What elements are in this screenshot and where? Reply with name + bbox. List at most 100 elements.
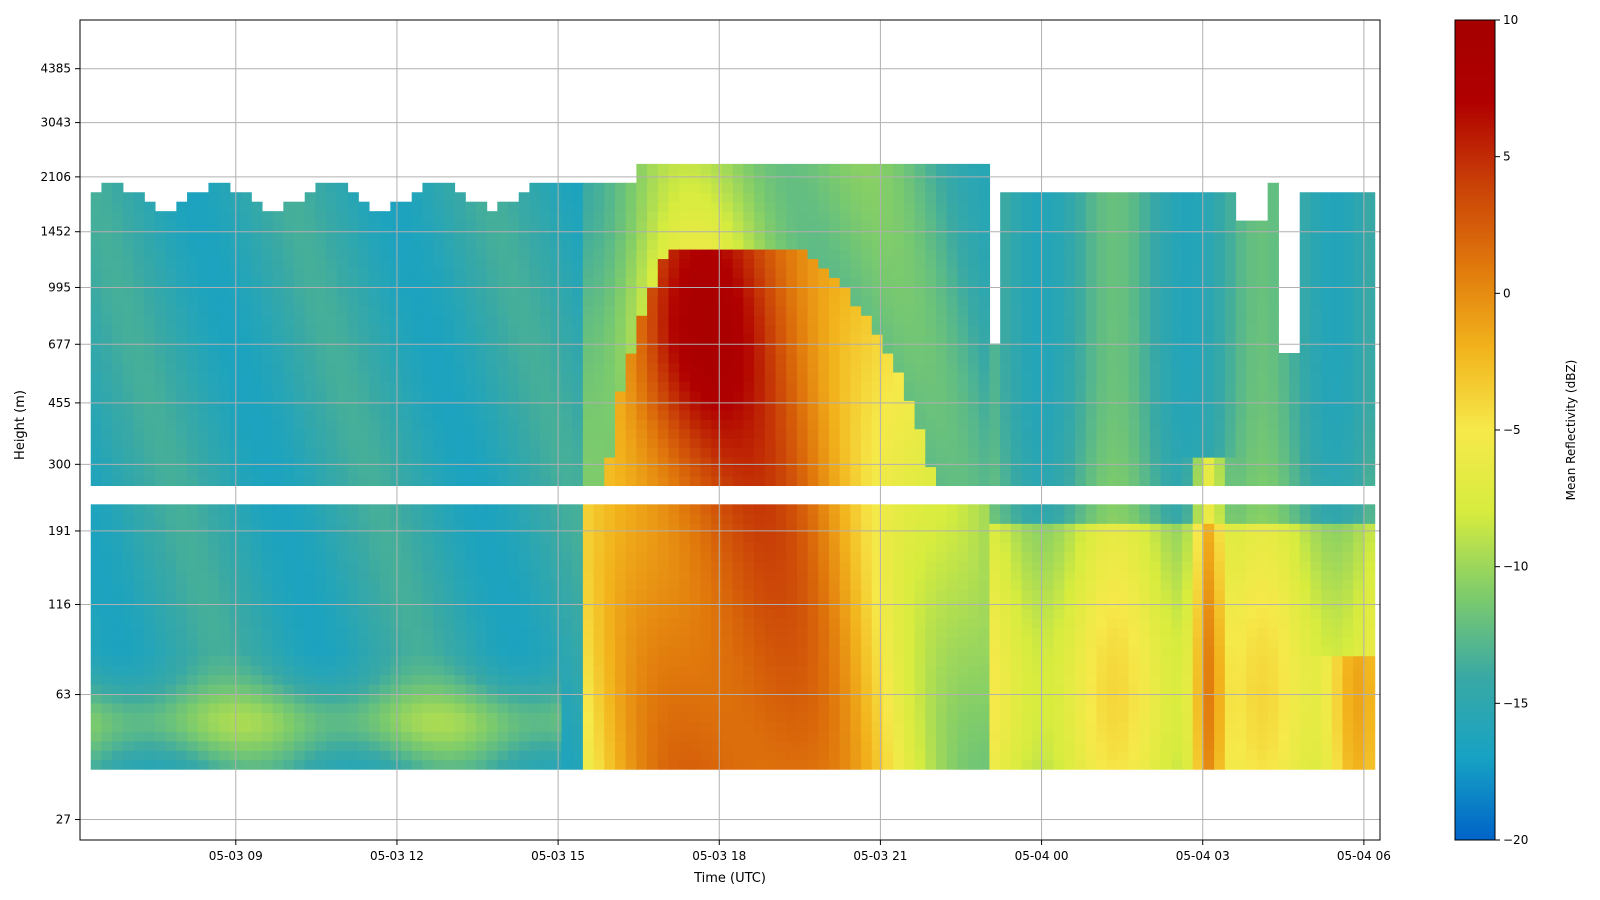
heatmap-cell xyxy=(754,542,766,553)
heatmap-cell xyxy=(903,721,916,732)
heatmap-cell xyxy=(593,428,605,439)
heatmap-cell xyxy=(743,608,755,619)
heatmap-cell xyxy=(497,390,509,401)
heatmap-cell xyxy=(625,220,637,231)
heatmap-cell xyxy=(486,608,498,619)
heatmap-cell xyxy=(968,617,980,628)
heatmap-cell xyxy=(368,513,381,524)
heatmap-cell xyxy=(700,702,712,713)
heatmap-cell xyxy=(679,532,691,543)
heatmap-cell xyxy=(251,230,263,241)
heatmap-cell xyxy=(368,617,381,628)
heatmap-cell xyxy=(593,551,605,562)
heatmap-cell xyxy=(796,551,809,562)
heatmap-cell xyxy=(700,561,712,572)
heatmap-cell xyxy=(711,409,723,420)
heatmap-cell xyxy=(903,163,916,174)
heatmap-cell xyxy=(379,674,391,685)
heatmap-cell xyxy=(893,702,905,713)
heatmap-cell xyxy=(550,561,563,572)
heatmap-cell xyxy=(454,674,466,685)
heatmap-cell xyxy=(347,731,359,742)
heatmap-cell xyxy=(540,419,552,430)
heatmap-cell xyxy=(454,731,466,742)
heatmap-cell xyxy=(101,570,113,581)
heatmap-cell xyxy=(208,721,220,732)
heatmap-cell xyxy=(154,646,167,657)
heatmap-cell xyxy=(561,712,573,723)
heatmap-cell xyxy=(796,504,809,515)
heatmap-cell xyxy=(197,617,210,628)
heatmap-cell xyxy=(497,570,509,581)
heatmap-cell xyxy=(475,296,488,307)
heatmap-cell xyxy=(871,400,884,411)
heatmap-cell xyxy=(176,693,188,704)
heatmap-cell xyxy=(754,428,766,439)
heatmap-cell xyxy=(593,570,605,581)
heatmap-cell xyxy=(251,239,263,250)
heatmap-cell xyxy=(368,324,381,335)
heatmap-cell xyxy=(529,334,541,345)
heatmap-cell xyxy=(101,740,113,751)
heatmap-cell xyxy=(647,182,659,193)
heatmap-cell xyxy=(871,390,884,401)
heatmap-cell xyxy=(283,400,295,411)
heatmap-cell xyxy=(721,192,734,203)
heatmap-cell xyxy=(700,532,712,543)
heatmap-cell xyxy=(133,542,145,553)
heatmap-cell xyxy=(508,598,520,609)
heatmap-cell xyxy=(208,551,220,562)
heatmap-cell xyxy=(208,702,220,713)
heatmap-cell xyxy=(529,267,541,278)
heatmap-cell xyxy=(711,608,723,619)
heatmap-cell xyxy=(443,277,456,288)
heatmap-cell xyxy=(657,750,670,761)
heatmap-cell xyxy=(582,617,595,628)
heatmap-cell xyxy=(422,277,434,288)
heatmap-cell xyxy=(261,239,274,250)
heatmap-cell xyxy=(582,447,595,458)
heatmap-cell xyxy=(347,457,359,468)
heatmap-cell xyxy=(754,608,766,619)
heatmap-cell xyxy=(540,646,552,657)
heatmap-cell xyxy=(411,513,424,524)
heatmap-cell xyxy=(368,475,381,487)
heatmap-cell xyxy=(893,561,905,572)
heatmap-cell xyxy=(465,740,477,751)
heatmap-cell xyxy=(475,381,488,392)
heatmap-cell xyxy=(743,428,755,439)
heatmap-cell xyxy=(540,258,552,269)
heatmap-cell xyxy=(572,475,584,487)
heatmap-cell xyxy=(518,390,531,401)
heatmap-cell xyxy=(443,627,456,638)
heatmap-cell xyxy=(154,334,167,345)
heatmap-cell xyxy=(764,239,777,250)
heatmap-cell xyxy=(647,438,659,449)
heatmap-cell xyxy=(251,598,263,609)
heatmap-cell xyxy=(133,684,145,695)
heatmap-cell xyxy=(593,305,605,316)
heatmap-cell xyxy=(700,627,712,638)
heatmap-cell xyxy=(486,636,498,647)
heatmap-cell xyxy=(807,447,819,458)
heatmap-cell xyxy=(893,438,905,449)
heatmap-cell xyxy=(871,173,884,184)
heatmap-cell xyxy=(893,475,905,487)
heatmap-cell xyxy=(497,438,509,449)
heatmap-cell xyxy=(861,712,873,723)
heatmap-cell xyxy=(657,721,670,732)
heatmap-cell xyxy=(304,646,317,657)
heatmap-cell xyxy=(668,561,680,572)
heatmap-cell xyxy=(743,627,755,638)
heatmap-cell xyxy=(679,201,691,212)
heatmap-cell xyxy=(272,759,284,770)
heatmap-cell xyxy=(754,750,766,761)
heatmap-cell xyxy=(668,646,680,657)
heatmap-cell xyxy=(582,334,595,345)
heatmap-cell xyxy=(893,579,905,591)
heatmap-cell xyxy=(422,608,434,619)
heatmap-cell xyxy=(336,513,349,524)
heatmap-cell xyxy=(379,513,391,524)
heatmap-cell xyxy=(968,475,980,487)
heatmap-cell xyxy=(711,532,723,543)
